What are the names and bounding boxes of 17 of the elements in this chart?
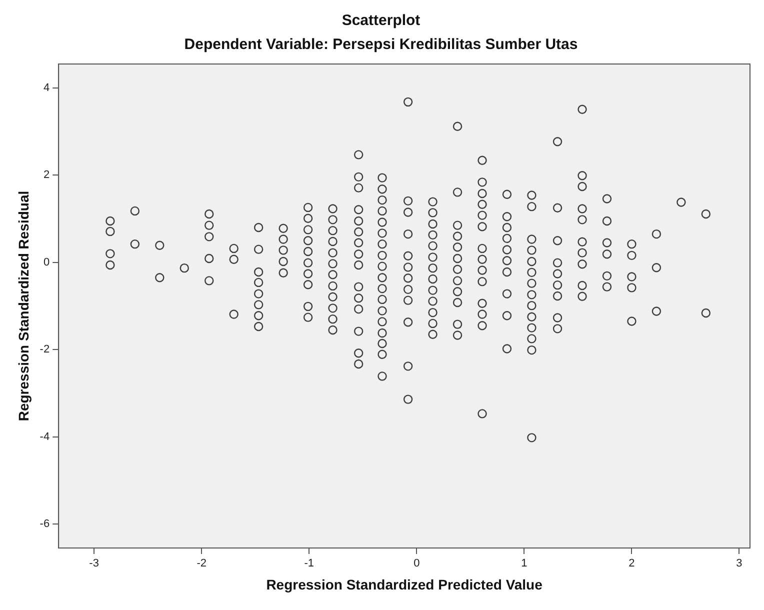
chart-title: Scatterplot: [342, 12, 420, 30]
x-tick-label: 0: [414, 558, 420, 570]
x-tick-label: 1: [521, 558, 528, 570]
x-tick-label: -2: [196, 558, 206, 570]
y-tick-label: -2: [40, 344, 50, 356]
x-tick-label: -1: [304, 558, 314, 570]
y-tick-label: 4: [43, 82, 50, 94]
y-tick-label: 2: [43, 169, 50, 182]
y-tick-label: -4: [40, 430, 50, 443]
x-tick-label: 3: [736, 558, 742, 570]
y-tick-label: 0: [43, 256, 50, 268]
x-tick-label: 2: [628, 558, 635, 570]
x-axis-title: Regression Standardized Predicted Value: [266, 576, 543, 592]
y-axis-title: Regression Standardized Residual: [15, 190, 32, 422]
y-tick-label: -6: [40, 518, 50, 530]
chart-subtitle: Dependent Variable: Persepsi Kredibilitas Sumber Utas: [184, 36, 578, 54]
x-tick-label: -3: [89, 558, 99, 570]
